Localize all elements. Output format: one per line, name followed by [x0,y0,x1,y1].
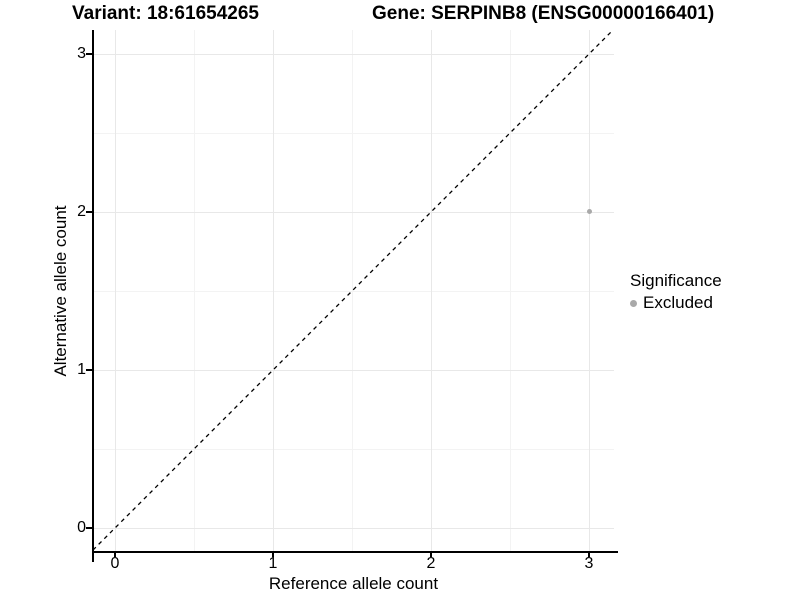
gridline-major-v [589,30,590,552]
x-tick-label: 1 [268,555,278,572]
y-tick-label: 2 [77,203,86,220]
legend-title: Significance [630,271,722,290]
legend-item-excluded: Excluded [630,293,722,313]
gridline-major-h [93,54,614,55]
plot-title-gene: Gene: SERPINB8 (ENSG00000166401) [372,3,715,24]
gridline-major-h [93,528,614,529]
identity-dashed-line [93,30,614,551]
x-tick-mark [272,552,274,557]
legend: Significance Excluded [630,271,722,313]
x-tick-mark [588,552,590,557]
gridline-minor-h [93,133,614,134]
y-axis-line [92,30,94,563]
x-tick-label: 3 [584,555,594,572]
y-tick-mark [86,369,92,371]
y-tick-label: 1 [77,361,86,378]
data-point-excluded [586,208,592,214]
y-tick-mark [86,527,92,529]
x-axis-title: Reference allele count [268,574,439,593]
x-axis-line [92,551,619,553]
x-tick-label: 2 [426,555,436,572]
gridline-minor-h [93,449,614,450]
gridline-major-h [93,212,614,213]
y-tick-label: 3 [77,45,86,62]
x-tick-mark [430,552,432,557]
legend-item-label: Excluded [643,293,713,312]
plot-panel [86,30,619,563]
y-tick-mark [86,211,92,213]
gridline-minor-h [93,291,614,292]
legend-point-icon [630,299,637,307]
gridline-major-h [93,370,614,371]
y-axis-title: Alternative allele count [51,205,70,377]
gridline-major-v [273,30,274,552]
gridline-major-v [431,30,432,552]
x-tick-mark [114,552,116,557]
x-tick-label: 0 [110,555,120,572]
gridline-major-v [115,30,116,552]
y-tick-label: 0 [77,519,86,536]
y-tick-mark [86,53,92,55]
plot-title-variant: Variant: 18:61654265 [72,3,259,24]
